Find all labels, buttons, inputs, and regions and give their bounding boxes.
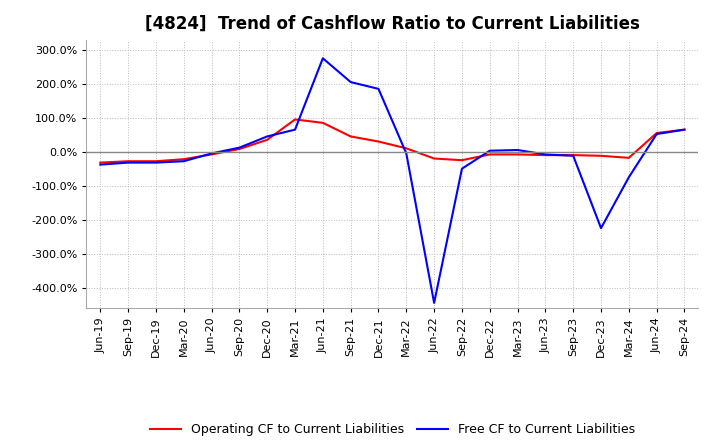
Operating CF to Current Liabilities bbox=[96, 160, 104, 165]
Free CF to Current Liabilities bbox=[374, 86, 383, 92]
Free CF to Current Liabilities bbox=[430, 300, 438, 305]
Operating CF to Current Liabilities bbox=[346, 134, 355, 139]
Operating CF to Current Liabilities bbox=[402, 146, 410, 151]
Free CF to Current Liabilities bbox=[124, 160, 132, 165]
Title: [4824]  Trend of Cashflow Ratio to Current Liabilities: [4824] Trend of Cashflow Ratio to Curren… bbox=[145, 15, 640, 33]
Free CF to Current Liabilities bbox=[152, 160, 161, 165]
Free CF to Current Liabilities bbox=[179, 158, 188, 164]
Free CF to Current Liabilities bbox=[513, 147, 522, 153]
Free CF to Current Liabilities bbox=[291, 127, 300, 132]
Free CF to Current Liabilities bbox=[96, 162, 104, 167]
Operating CF to Current Liabilities bbox=[680, 127, 689, 132]
Operating CF to Current Liabilities bbox=[430, 156, 438, 161]
Free CF to Current Liabilities bbox=[402, 151, 410, 156]
Operating CF to Current Liabilities bbox=[124, 158, 132, 164]
Operating CF to Current Liabilities bbox=[458, 158, 467, 163]
Operating CF to Current Liabilities bbox=[569, 153, 577, 158]
Free CF to Current Liabilities bbox=[597, 226, 606, 231]
Operating CF to Current Liabilities bbox=[597, 153, 606, 158]
Free CF to Current Liabilities bbox=[318, 55, 327, 61]
Operating CF to Current Liabilities bbox=[152, 158, 161, 164]
Operating CF to Current Liabilities bbox=[541, 153, 550, 158]
Free CF to Current Liabilities bbox=[652, 132, 661, 137]
Operating CF to Current Liabilities bbox=[652, 130, 661, 136]
Line: Operating CF to Current Liabilities: Operating CF to Current Liabilities bbox=[100, 119, 685, 163]
Free CF to Current Liabilities bbox=[624, 175, 633, 180]
Operating CF to Current Liabilities bbox=[263, 137, 271, 143]
Free CF to Current Liabilities bbox=[541, 152, 550, 157]
Free CF to Current Liabilities bbox=[485, 148, 494, 153]
Operating CF to Current Liabilities bbox=[318, 120, 327, 125]
Operating CF to Current Liabilities bbox=[291, 117, 300, 122]
Free CF to Current Liabilities bbox=[458, 166, 467, 171]
Operating CF to Current Liabilities bbox=[624, 155, 633, 161]
Free CF to Current Liabilities bbox=[569, 153, 577, 158]
Operating CF to Current Liabilities bbox=[513, 152, 522, 157]
Free CF to Current Liabilities bbox=[263, 134, 271, 139]
Line: Free CF to Current Liabilities: Free CF to Current Liabilities bbox=[100, 58, 685, 303]
Legend: Operating CF to Current Liabilities, Free CF to Current Liabilities: Operating CF to Current Liabilities, Fre… bbox=[145, 418, 640, 440]
Free CF to Current Liabilities bbox=[207, 151, 216, 156]
Operating CF to Current Liabilities bbox=[374, 139, 383, 144]
Operating CF to Current Liabilities bbox=[207, 152, 216, 157]
Operating CF to Current Liabilities bbox=[235, 147, 243, 152]
Operating CF to Current Liabilities bbox=[179, 157, 188, 162]
Free CF to Current Liabilities bbox=[235, 145, 243, 150]
Free CF to Current Liabilities bbox=[680, 127, 689, 132]
Free CF to Current Liabilities bbox=[346, 80, 355, 85]
Operating CF to Current Liabilities bbox=[485, 152, 494, 157]
